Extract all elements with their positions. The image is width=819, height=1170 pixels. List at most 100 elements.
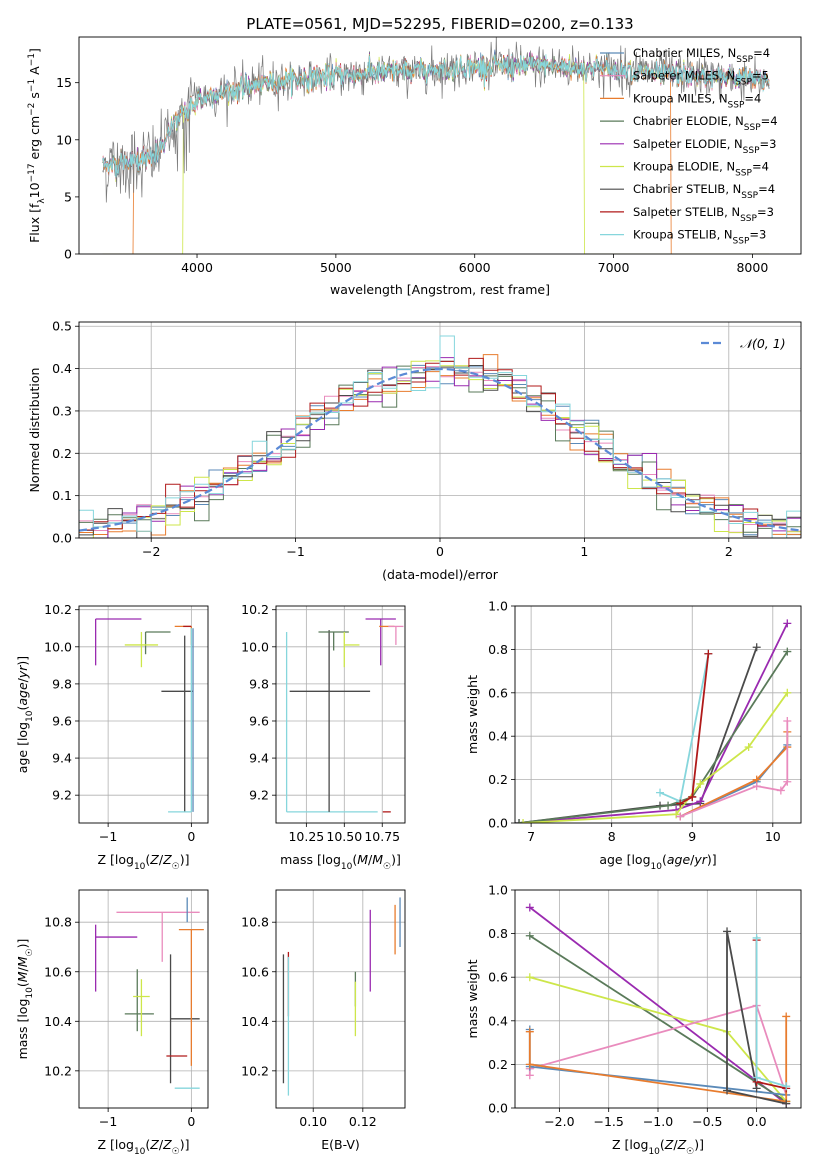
x-axis-label: Z [log10(Z/Z☉)] (97, 1137, 189, 1157)
label-part: 10 (25, 987, 35, 999)
weight-lines (515, 619, 792, 823)
age_vs_mass-panel: 10.25 10.50 10.75 9.2 9.4 9.6 9.8 10.0 10.2 mass … (241, 602, 406, 872)
x-axis-label: age [log10(age/yr)] (599, 852, 716, 872)
label-part: SSP (735, 78, 752, 88)
label-part: SSP (741, 191, 758, 201)
label-part: Kroupa ELODIE, N (633, 160, 735, 174)
x-tick-label: 9 (688, 829, 696, 844)
label-part: −17 (27, 163, 37, 182)
y-axis-label: mass weight (465, 959, 480, 1038)
weight-marker (519, 819, 528, 823)
label-part: 10 (651, 862, 663, 872)
y-tick-label: 0.6 (488, 970, 508, 985)
weight-line-salpeter_elodie (518, 623, 789, 823)
axes-frame (78, 36, 802, 255)
label-part: =3 (749, 228, 766, 242)
label-part: ☉ (383, 862, 391, 872)
y-axis-label: mass weight (465, 675, 480, 754)
x-tick-label: 5000 (320, 260, 352, 275)
axes-frame (275, 605, 406, 824)
x-tick-label: 10 (765, 829, 781, 844)
legend: Chabrier MILES, NSSP=4 Salpeter MILES, NS… (600, 46, 778, 247)
y-tick-label: 0.0 (488, 816, 508, 831)
label-part: ] (27, 48, 42, 53)
label-part: =4 (752, 160, 769, 174)
y-axis-label: age [log10(age/yr)] (15, 656, 35, 773)
weight-marker (744, 743, 753, 752)
x-axis-label: (data-model)/error (382, 567, 499, 582)
label-part: / (673, 1137, 678, 1152)
label-part: ( (352, 852, 357, 867)
weight-line-salpeter_stelib (755, 940, 787, 1090)
weight-marker (783, 688, 792, 697)
label-part: mass [log (280, 852, 341, 867)
label-part: yr (693, 852, 707, 867)
errorbars (285, 618, 404, 813)
x-tick-label: 6000 (459, 260, 491, 275)
weight-marker (672, 810, 681, 819)
x-tick-label: 10.75 (364, 829, 400, 844)
legend-label: 𝒩(0, 1) (740, 336, 786, 351)
label-part: =3 (760, 137, 777, 151)
label-part: / (368, 852, 373, 867)
model-line-kroupa-stelib-top (102, 54, 770, 178)
legend-label: Kroupa MILES, NSSP=4 (633, 91, 761, 110)
axes-frame (78, 605, 209, 824)
label-part: Z (664, 1137, 674, 1152)
weight_vs_Z-panel: −2.0 −1.5 −1.0 −0.5 0.0 0.0 0.2 0.4 0.6 0.8 1.0 Z [… (465, 883, 802, 1157)
x-tick-label: 2 (725, 544, 733, 559)
x-tick-label: −2.0 (544, 1114, 574, 1129)
label-part: =3 (757, 205, 774, 219)
label-part: =5 (752, 69, 769, 83)
y-axis-label: mass [log10(M/M☉)] (15, 939, 35, 1060)
label-part: )] (694, 1137, 704, 1152)
label-part: ( (145, 852, 150, 867)
y-tick-label: 10.0 (44, 639, 72, 654)
weight-marker (656, 788, 665, 797)
x-tick-label: 8 (608, 829, 616, 844)
axes-frame (514, 889, 802, 1109)
label-part: SSP (740, 214, 757, 224)
label-part: Chabrier STELIB, N (633, 182, 741, 196)
x-tick-label: 0.0 (747, 1114, 767, 1129)
axes-frame (78, 321, 802, 539)
weight-line-chabrier_elodie (518, 651, 789, 823)
label-part: )] (180, 1137, 190, 1152)
label-part: age (667, 852, 691, 867)
histogram-kroupa_stelib (79, 335, 801, 538)
y-tick-label: 0.4 (488, 1013, 508, 1028)
y-tick-label: 0.2 (488, 1057, 508, 1072)
y-tick-label: 9.6 (249, 713, 269, 728)
label-part: 10 (341, 862, 353, 872)
mass_vs_Z-panel: −1 010.210.410.610.8Z [log10(Z/Z☉)]mass [… (15, 889, 209, 1157)
label-part: ( (662, 852, 667, 867)
weight-marker (782, 1012, 791, 1021)
legend-label: Salpeter MILES, NSSP=5 (633, 69, 769, 88)
spectrum-panel: 4000 5000 6000 7000 8000 0 5 10 15 wavelength [An… (27, 36, 802, 297)
legend-label: Kroupa ELODIE, NSSP=4 (633, 160, 769, 179)
weight-line-chabrier_stelib (726, 931, 787, 1105)
y-tick-label: 10.2 (44, 1063, 72, 1078)
figure-title: PLATE=0561, MJD=52295, FIBERID=0200, z=0… (246, 15, 633, 33)
label-part: SSP (733, 237, 750, 247)
x-tick-label: 7000 (598, 260, 630, 275)
y-tick-label: 9.8 (52, 676, 72, 691)
label-part: Z [log (612, 1137, 648, 1152)
label-part: erg cm (27, 116, 42, 164)
y-tick-label: 10 (56, 132, 72, 147)
errorbars (94, 897, 204, 1089)
weight-marker (783, 619, 792, 628)
x-tick-label: 7 (527, 829, 535, 844)
y-tick-label: 9.4 (249, 751, 269, 766)
legend-label: Chabrier MILES, NSSP=4 (633, 46, 770, 65)
weight-marker (696, 779, 705, 788)
label-part: age (15, 682, 30, 706)
weight-marker (515, 819, 524, 823)
y-axis-label: Normed distribution (27, 368, 42, 493)
label-part: A (27, 66, 42, 79)
weight-marker (676, 812, 685, 821)
label-part: M (15, 956, 30, 967)
label-part: ☉ (686, 1147, 694, 1157)
y-tick-label: 0 (64, 247, 72, 262)
